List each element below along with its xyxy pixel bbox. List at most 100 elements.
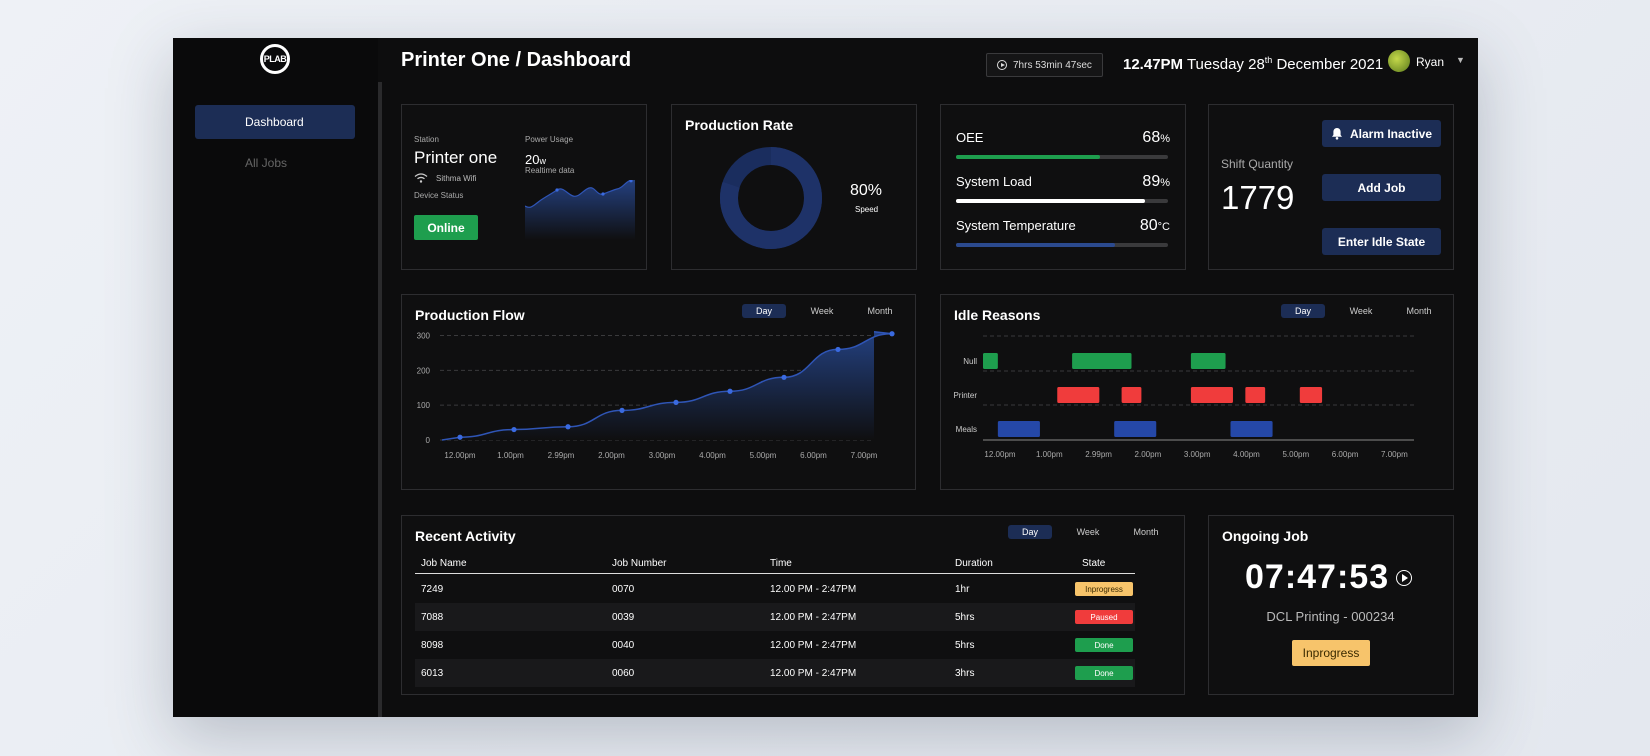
table-row[interactable]: 7088 0039 12.00 PM - 2:47PM 5hrs Paused <box>415 603 1135 631</box>
metrics-card: OEE 68% System Load 89% System Temperatu… <box>940 104 1186 270</box>
y-tick-label: 300 <box>417 331 431 340</box>
series-line <box>441 330 893 441</box>
metric-oee-value: 68% <box>1142 129 1170 147</box>
metric-oee-fill <box>956 155 1101 159</box>
chevron-down-icon[interactable]: ▼ <box>1456 55 1465 65</box>
data-point <box>781 374 787 380</box>
tab-month[interactable]: Month <box>867 306 893 316</box>
time-cell: 12.00 PM - 2:47PM <box>770 667 857 679</box>
add-job-button[interactable]: Add Job <box>1322 174 1441 201</box>
status-badge[interactable]: Online <box>414 215 478 240</box>
metric-oee-name: OEE <box>956 130 984 145</box>
time-cell: 12.00 PM - 2:47PM <box>770 583 857 595</box>
data-point <box>457 434 463 440</box>
alarm-inactive-button[interactable]: Alarm Inactive <box>1322 120 1441 147</box>
sidebar-item-label: All Jobs <box>245 156 288 170</box>
power-usage-label: Power Usage <box>525 135 574 144</box>
production-flow-chart: 0 100 200 300 12.00pm 1.00pm 2.99pm 2.00pm 3.00p… <box>417 330 895 460</box>
username[interactable]: Ryan <box>1416 55 1445 69</box>
x-tick-label: 1.00pm <box>497 451 524 460</box>
tab-day[interactable]: Day <box>742 304 786 318</box>
x-tick-label: 3.00pm <box>649 451 676 460</box>
job-name-cell: 6013 <box>421 667 444 679</box>
recent-activity-title: Recent Activity <box>415 528 516 544</box>
production-rate-donut <box>720 147 822 249</box>
wifi-name: Sithma Wifi <box>436 173 477 183</box>
idle-reasons-chart: Null Printer Meals 12.00pm 1.00pm 2.99pm 2.00p… <box>953 335 1414 459</box>
metric-system-load-bar <box>956 199 1168 203</box>
x-tick-label: 4.00pm <box>1233 450 1260 459</box>
job-name-cell: 7088 <box>421 611 444 623</box>
x-tick-label: 3.00pm <box>1184 450 1211 459</box>
alarm-label: Alarm Inactive <box>1349 126 1433 141</box>
duration-cell: 5hrs <box>955 611 975 623</box>
metric-value: 80 <box>1139 217 1158 234</box>
job-name-cell: 7249 <box>421 583 444 595</box>
tab-day[interactable]: Day <box>1281 304 1325 318</box>
data-point <box>619 407 625 413</box>
production-flow-range-tabs: Day Week Month <box>742 304 902 318</box>
shift-quantity-value: 1779 <box>1221 179 1295 216</box>
session-timer[interactable]: 7hrs 53min 47sec <box>986 53 1103 77</box>
dashboard-window: PLAB Dashboard All Jobs Printer One / Da… <box>173 38 1478 717</box>
column-header[interactable]: Duration <box>955 558 993 569</box>
area-fill <box>442 331 892 440</box>
logo-text: PLAB <box>263 54 287 64</box>
metric-oee-bar <box>956 155 1168 159</box>
play-icon <box>997 60 1007 70</box>
current-date: Tuesday 28th December 2021 <box>1186 55 1384 73</box>
grid-icon <box>215 115 229 129</box>
tab-month[interactable]: Month <box>1133 527 1159 537</box>
play-icon[interactable] <box>1396 570 1412 586</box>
tab-day[interactable]: Day <box>1008 525 1052 539</box>
tab-month[interactable]: Month <box>1406 306 1432 316</box>
tab-week[interactable]: Week <box>810 306 834 316</box>
shift-quantity-label: Shift Quantity <box>1221 157 1294 171</box>
tab-week[interactable]: Week <box>1349 306 1373 316</box>
column-header[interactable]: Time <box>770 558 792 569</box>
idle-reasons-range-tabs: Day Week Month <box>1281 304 1441 318</box>
data-point <box>889 331 895 337</box>
state-badge: Paused <box>1075 610 1133 624</box>
idle-bar <box>1190 353 1226 369</box>
recent-activity-range-tabs: Day Week Month <box>1008 525 1168 539</box>
metric-system-load-fill <box>956 199 1145 203</box>
current-time: 12.47PM <box>1123 56 1184 73</box>
list-icon <box>215 156 229 170</box>
tab-week[interactable]: Week <box>1076 527 1100 537</box>
metric-system-temperature-value: 80°C <box>1140 217 1170 235</box>
sidebar: PLAB Dashboard All Jobs <box>173 38 378 717</box>
ongoing-job-timer: 07:47:53 <box>1245 558 1390 596</box>
table-row[interactable]: 7249 0070 12.00 PM - 2:47PM 1hr Inprogre… <box>415 575 1135 603</box>
category-label: Printer <box>953 391 977 400</box>
idle-bar <box>1121 387 1142 403</box>
duration-cell: 5hrs <box>955 639 975 651</box>
idle-bar <box>1114 421 1157 437</box>
column-header[interactable]: Job Name <box>421 558 467 569</box>
ongoing-job-state-badge: Inprogress <box>1292 640 1370 666</box>
data-point <box>835 346 841 353</box>
sidebar-item-dashboard[interactable]: Dashboard <box>195 105 355 139</box>
column-header[interactable]: State <box>1082 558 1106 569</box>
page-title: Printer One / Dashboard <box>401 49 632 71</box>
power-sparkline <box>525 180 635 240</box>
ongoing-job-name: DCL Printing - 000234 <box>1266 609 1395 624</box>
metric-unit: % <box>1160 177 1170 189</box>
table-row[interactable]: 8098 0040 12.00 PM - 2:47PM 5hrs Done <box>415 631 1135 659</box>
logo[interactable]: PLAB <box>260 44 290 74</box>
metric-system-temperature-fill <box>956 243 1115 247</box>
x-tick-label: 5.00pm <box>750 451 777 460</box>
enter-idle-state-button[interactable]: Enter Idle State <box>1322 228 1441 255</box>
avatar[interactable] <box>1388 50 1410 72</box>
y-tick-label: 100 <box>417 401 431 410</box>
station-name: Printer one <box>414 148 498 167</box>
data-point <box>511 426 517 433</box>
job-name-cell: 8098 <box>421 639 444 651</box>
table-header: Job Name Job Number Time Duration State <box>415 558 1135 574</box>
table-row[interactable]: 6013 0060 12.00 PM - 2:47PM 3hrs Done <box>415 659 1135 687</box>
realtime-label: Realtime data <box>525 166 575 175</box>
state-badge: Inprogress <box>1075 582 1133 596</box>
idle-bar <box>1230 421 1273 437</box>
sidebar-item-all-jobs[interactable]: All Jobs <box>195 146 355 180</box>
column-header[interactable]: Job Number <box>612 558 667 569</box>
